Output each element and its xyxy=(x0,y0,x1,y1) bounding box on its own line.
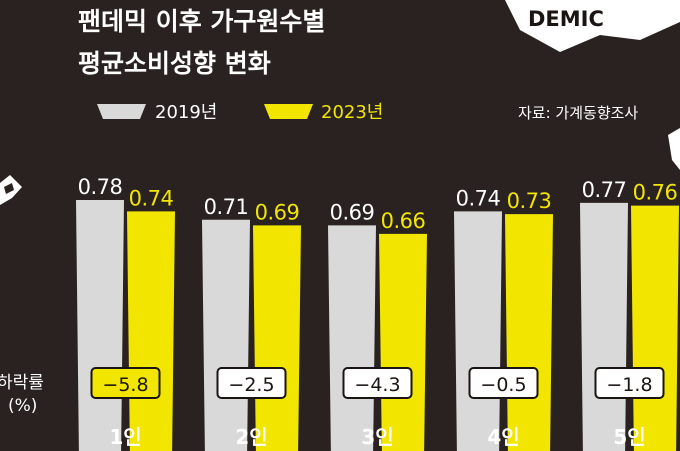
data-label-2019: 0.77 xyxy=(582,178,627,202)
chart-title-line-2: 평균소비성향 변화 xyxy=(78,49,271,78)
category-label: 1인 xyxy=(109,425,141,449)
category-label: 5인 xyxy=(613,425,645,449)
bar-2023 xyxy=(505,214,553,451)
legend-swatch-2023 xyxy=(264,104,313,119)
data-label-2023: 0.69 xyxy=(255,200,300,224)
decline-rate-badge xyxy=(216,367,287,399)
bar-2019 xyxy=(328,225,376,451)
bar-2023 xyxy=(631,205,679,451)
bar-2023 xyxy=(379,233,427,451)
data-label-2023: 0.66 xyxy=(381,209,426,233)
bar-group: 0.78 0.74 −5.8 1인 xyxy=(76,175,175,451)
decline-rate-badge xyxy=(468,367,539,399)
decorative-paper-right-edge xyxy=(668,128,680,170)
decline-rate-badge xyxy=(594,367,665,399)
decline-rate-value: −2.5 xyxy=(228,374,274,396)
bar-group: 0.77 0.76 −1.8 5인 xyxy=(580,178,679,451)
legend-swatch-2019 xyxy=(97,104,146,119)
decline-rate-value: −1.8 xyxy=(606,374,652,396)
decline-rate-value: −5.8 xyxy=(102,374,148,396)
decorative-paper-left xyxy=(0,175,22,205)
bar-2019 xyxy=(454,211,502,451)
decorative-banner-text: DEMIC xyxy=(528,7,604,31)
decorative-paper-top-right: DEMIC xyxy=(505,0,680,52)
category-label: 4인 xyxy=(487,425,519,449)
decline-rate-badge xyxy=(90,367,161,399)
source-note: 자료: 가계동향조사 xyxy=(518,104,638,122)
decline-rate-value: −0.5 xyxy=(480,374,526,396)
decline-rate-badge xyxy=(342,367,413,399)
bar-group: 0.71 0.69 −2.5 2인 xyxy=(202,195,301,451)
bar-2019 xyxy=(76,200,124,451)
legend-label-2023: 2023년 xyxy=(321,102,383,123)
bar-group: 0.69 0.66 −4.3 3인 xyxy=(328,200,427,451)
data-label-2019: 0.74 xyxy=(456,186,501,210)
legend: 2019년 2023년 xyxy=(97,102,383,123)
data-label-2023: 0.73 xyxy=(507,189,552,213)
data-label-2019: 0.69 xyxy=(330,200,375,224)
data-label-2023: 0.74 xyxy=(129,186,174,210)
data-label-2019: 0.78 xyxy=(78,175,123,199)
bar-2019 xyxy=(580,202,628,451)
category-label: 2인 xyxy=(235,425,267,449)
decline-rate-value: −4.3 xyxy=(354,374,400,396)
data-label-2023: 0.76 xyxy=(633,181,678,205)
category-label: 3인 xyxy=(361,425,393,449)
decline-rate-label: 하락률 xyxy=(0,373,44,393)
bar-2023 xyxy=(127,211,175,451)
bar-2023 xyxy=(253,225,301,451)
data-label-2019: 0.71 xyxy=(204,195,249,219)
chart-title-line-1: 팬데믹 이후 가구원수별 xyxy=(78,7,325,36)
bar-group: 0.74 0.73 −0.5 4인 xyxy=(454,186,553,451)
decline-rate-unit: (%) xyxy=(8,396,37,416)
legend-label-2019: 2019년 xyxy=(155,102,217,123)
bar-2019 xyxy=(202,219,250,451)
